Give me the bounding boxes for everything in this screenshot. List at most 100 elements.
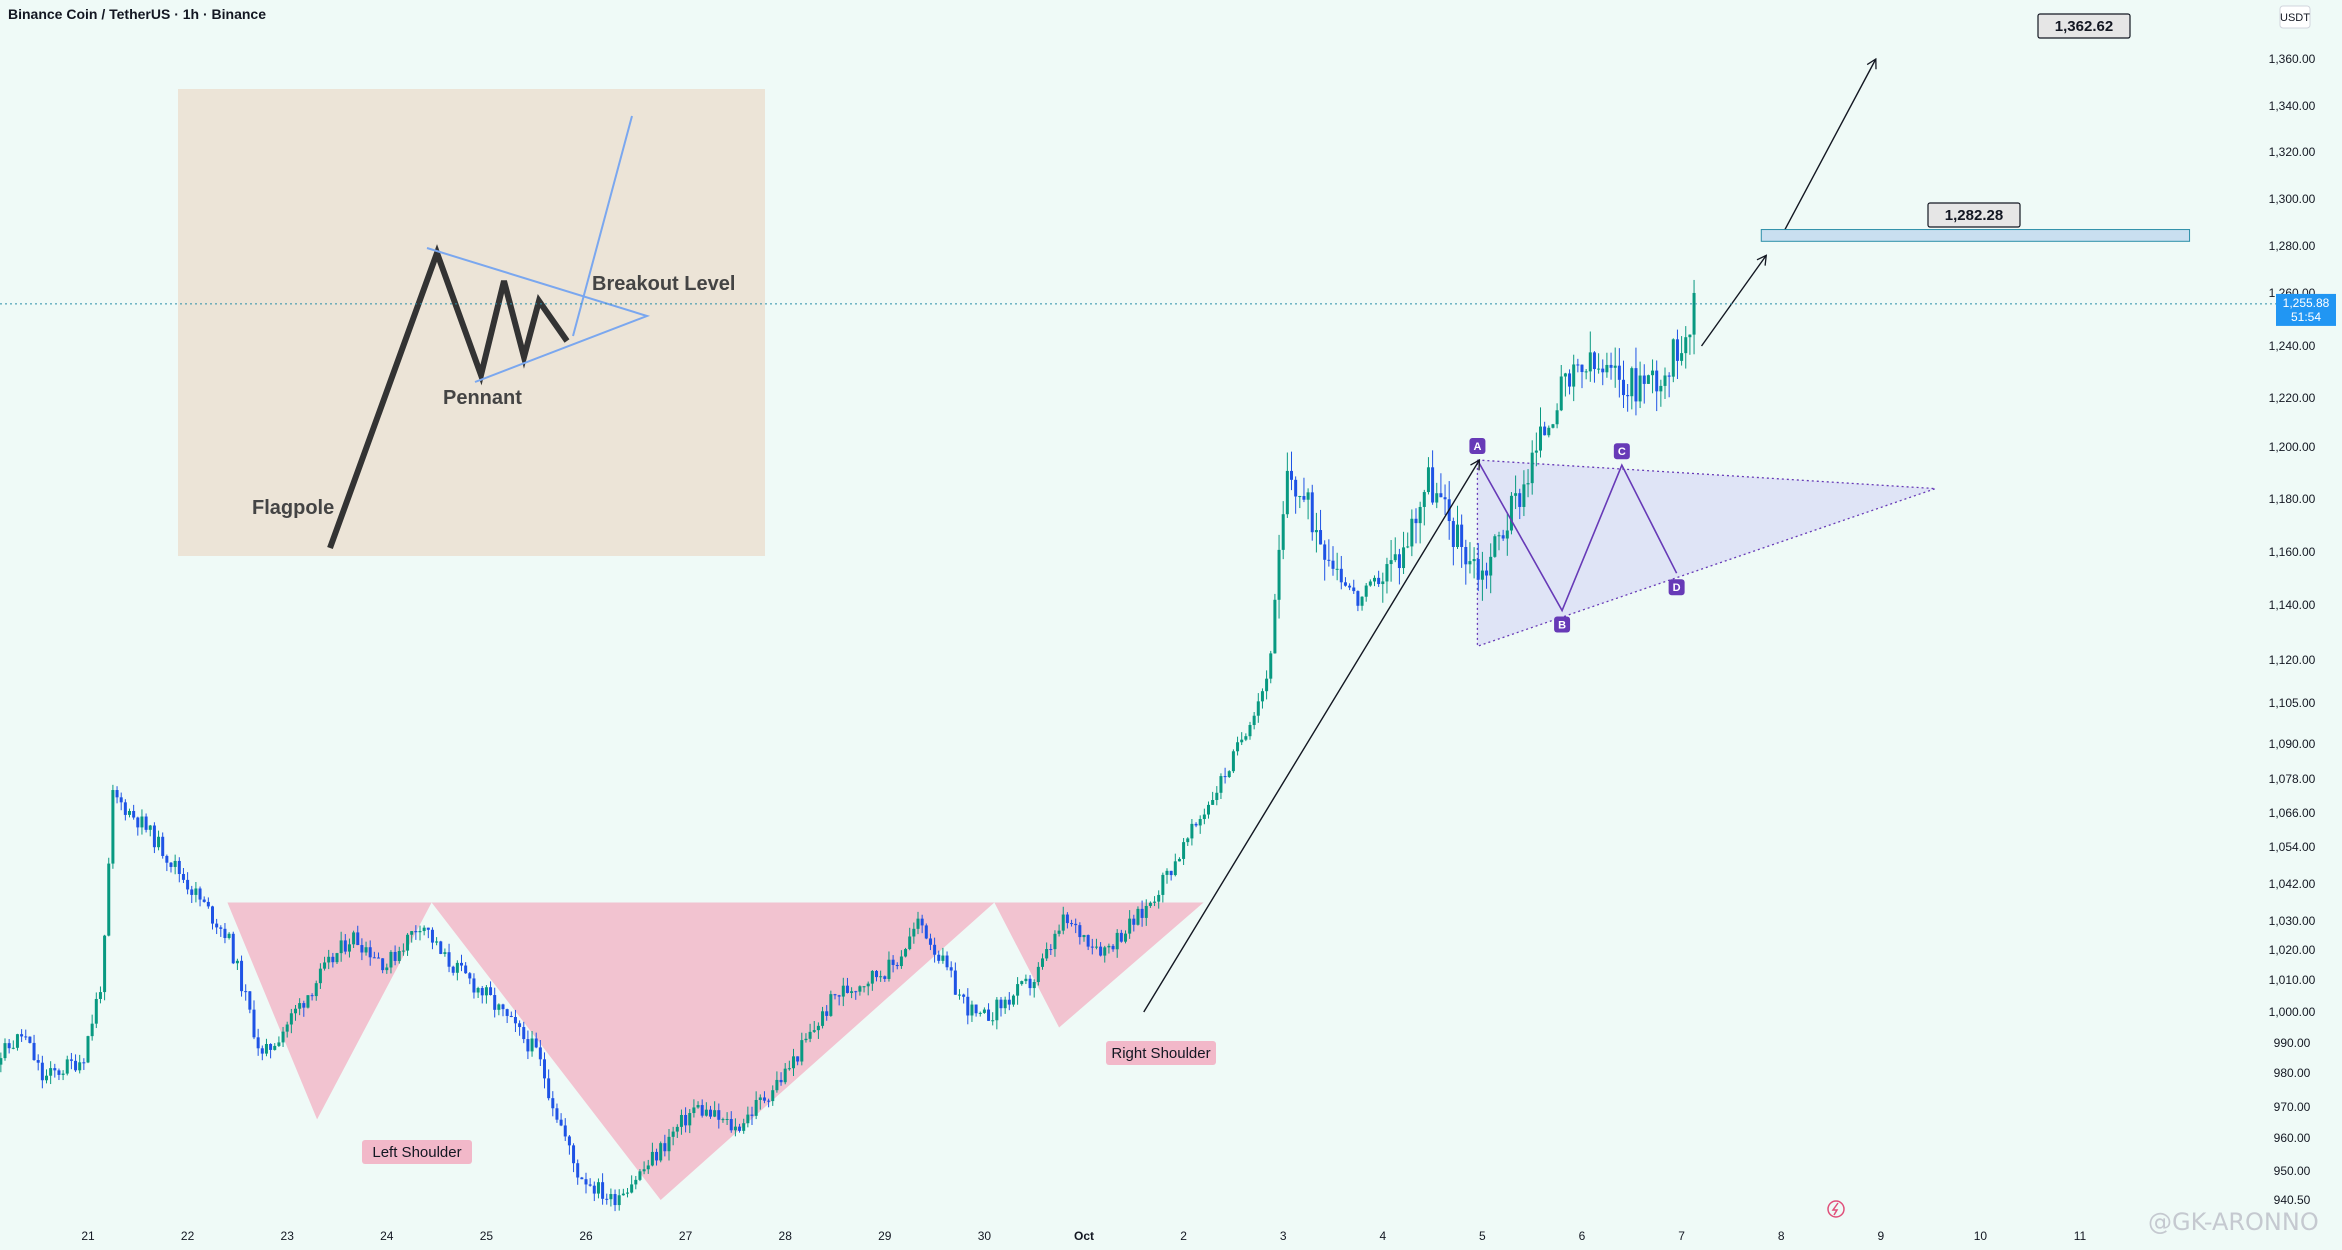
- candle-body: [605, 1198, 609, 1200]
- candle-body: [1285, 470, 1289, 515]
- time-tick-label: 26: [579, 1229, 593, 1243]
- candle-body: [758, 1097, 762, 1100]
- candle-body: [1551, 424, 1555, 428]
- candle-body: [1418, 506, 1422, 524]
- candle-body: [1617, 365, 1621, 380]
- candle-body: [157, 836, 161, 848]
- candle-body: [978, 1012, 982, 1014]
- candle-body: [596, 1182, 600, 1194]
- candle-body: [1045, 949, 1049, 959]
- candle-body: [821, 1011, 825, 1026]
- candle-body: [11, 1047, 15, 1049]
- candle-body: [468, 973, 472, 979]
- right-shoulder-label-text: Right Shoulder: [1111, 1045, 1210, 1062]
- candles: [0, 279, 1696, 1212]
- candle-body: [875, 970, 878, 978]
- time-tick-label: 11: [2074, 1229, 2087, 1243]
- candle-body: [800, 1040, 804, 1062]
- candle-body: [202, 899, 206, 902]
- candle-body: [1435, 493, 1439, 503]
- candle-body: [1646, 375, 1650, 384]
- candle-body: [543, 1059, 546, 1079]
- candle-body: [181, 873, 185, 880]
- candle-body: [1622, 379, 1625, 396]
- candle-body: [1497, 535, 1501, 537]
- candle-body: [1588, 352, 1592, 372]
- watermark: @GK-ARONNO: [2148, 1208, 2319, 1236]
- candle-body: [1314, 530, 1318, 533]
- candle-body: [1377, 577, 1381, 585]
- candle-body: [812, 1030, 816, 1032]
- candle-body: [1675, 339, 1679, 361]
- candle-body: [1443, 497, 1447, 500]
- candle-body: [576, 1163, 580, 1178]
- breakout-arrow: [1143, 458, 1481, 1013]
- candle-body: [1501, 535, 1505, 539]
- candle-body: [1049, 949, 1053, 951]
- candle-body: [675, 1126, 679, 1132]
- candle-body: [1426, 467, 1430, 493]
- candle-body: [555, 1108, 559, 1120]
- candle-body: [1277, 549, 1281, 600]
- right-shoulder-label-box: [1106, 1041, 1216, 1065]
- candle-body: [829, 994, 833, 1016]
- candle-body: [235, 960, 239, 964]
- candle-body: [231, 933, 235, 964]
- candle-body: [1319, 530, 1323, 545]
- candle-body: [1464, 547, 1468, 565]
- candle-body: [318, 968, 322, 984]
- candle-body: [1070, 923, 1074, 925]
- candle-body: [1373, 577, 1376, 582]
- candle-body: [15, 1034, 19, 1048]
- candle-body: [1244, 736, 1248, 740]
- price-tick-label: 1,240.00: [2269, 339, 2316, 353]
- candle-body: [1302, 496, 1306, 500]
- candle-body: [219, 927, 223, 929]
- candle-body: [854, 991, 858, 993]
- current-price-box: [2276, 293, 2336, 326]
- candle-body: [1485, 570, 1489, 576]
- candle-body: [377, 957, 380, 959]
- candle-body: [161, 836, 165, 856]
- candle-body: [1688, 334, 1692, 338]
- inset-breakout-label: Breakout Level: [592, 273, 735, 295]
- price-tick-label: 1,300.00: [2269, 192, 2316, 206]
- candle-body: [792, 1056, 795, 1069]
- candle-body: [904, 949, 908, 957]
- candle-body: [850, 991, 854, 993]
- candle-body: [1680, 353, 1684, 361]
- currency-badge: [2279, 5, 2311, 29]
- target-1-callout-box: [1927, 202, 2021, 228]
- candle-body: [464, 965, 468, 974]
- right-shoulder-label: Right Shoulder: [1106, 1041, 1216, 1065]
- price-tick-label: 940.50: [2274, 1193, 2311, 1207]
- candle-body: [422, 927, 426, 932]
- candle-body: [1306, 492, 1310, 500]
- candle-body: [206, 901, 210, 907]
- candle-body: [721, 1119, 725, 1121]
- left-shoulder-label: Left Shoulder: [362, 1140, 472, 1164]
- time-tick-label: 9: [1877, 1229, 1884, 1243]
- left-shoulder-label-box: [362, 1140, 472, 1164]
- candle-body: [1514, 493, 1518, 496]
- abcd-point-marker: [1668, 579, 1685, 596]
- candle-body: [115, 790, 119, 798]
- candle-body: [24, 1036, 28, 1038]
- candle-body: [908, 936, 912, 950]
- candle-body: [912, 928, 916, 937]
- candle-body: [306, 995, 310, 1008]
- candle-body: [0, 1058, 3, 1065]
- candle-body: [277, 1042, 281, 1046]
- candle-body: [1597, 368, 1601, 370]
- candle-body: [887, 959, 891, 979]
- time-tick-label: 8: [1778, 1229, 1785, 1243]
- candle-body: [1539, 426, 1542, 451]
- candle-body: [526, 1039, 530, 1052]
- candle-body: [862, 986, 866, 988]
- candle-body: [401, 950, 405, 952]
- time-tick-label: 28: [779, 1229, 793, 1243]
- candle-body: [1360, 596, 1364, 606]
- candle-body: [667, 1136, 671, 1152]
- candle-body: [742, 1123, 746, 1131]
